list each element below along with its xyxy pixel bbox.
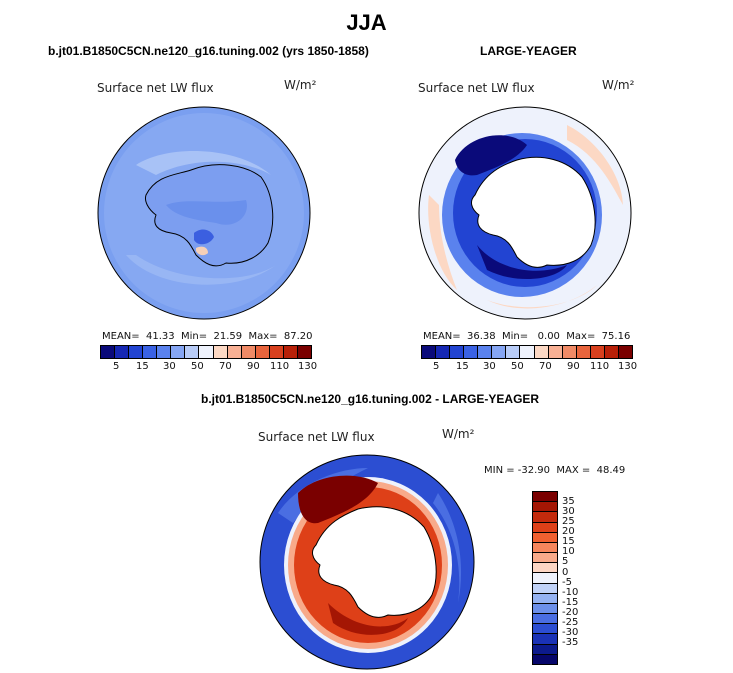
colorbar-swatch [199, 346, 214, 358]
colorbar-swatch [534, 346, 549, 358]
colorbar-swatch [283, 346, 298, 358]
colorbar-swatch [269, 346, 284, 358]
colorbar-swatch [533, 542, 557, 554]
colorbar-obs [421, 345, 633, 359]
colorbar-label: 5 [562, 556, 569, 567]
colorbar-swatch [422, 346, 437, 358]
colorbar-tick: 130 [298, 361, 318, 372]
panel-title-obs: LARGE-YEAGER [480, 44, 577, 58]
colorbar-tick: 70 [219, 361, 232, 372]
colorbar-label: -25 [562, 617, 579, 628]
colorbar-swatch [171, 346, 186, 358]
colorbar-swatch [533, 573, 557, 584]
polar-map-diff [259, 454, 475, 670]
colorbar-swatch [533, 522, 557, 533]
variable-label-model: Surface net LW flux [97, 81, 214, 95]
colorbar-swatch [533, 492, 557, 503]
colorbar-swatch [533, 654, 557, 664]
variable-label-diff: Surface net LW flux [258, 430, 375, 444]
colorbar-tick: 110 [590, 361, 610, 372]
colorbar-swatch [506, 346, 521, 358]
units-label-diff: W/m² [442, 427, 475, 441]
colorbar-swatch [548, 346, 563, 358]
colorbar-swatch [576, 346, 591, 358]
colorbar-diff [532, 491, 558, 665]
colorbar-label: 30 [562, 506, 575, 517]
colorbar-swatch [590, 346, 605, 358]
polar-map-obs [418, 106, 632, 320]
colorbar-tick: 5 [433, 361, 440, 372]
colorbar-swatch [520, 346, 535, 358]
colorbar-swatch [450, 346, 465, 358]
colorbar-label: -35 [562, 637, 579, 648]
colorbar-swatch [618, 346, 632, 358]
units-label-obs: W/m² [602, 78, 635, 92]
colorbar-swatch [533, 644, 557, 655]
colorbar-swatch [255, 346, 270, 358]
colorbar-swatch [533, 563, 557, 574]
colorbar-swatch [157, 346, 172, 358]
colorbar-swatch [533, 553, 557, 564]
season-title: JJA [346, 10, 387, 35]
colorbar-tick: 70 [539, 361, 552, 372]
units-label-model: W/m² [284, 78, 317, 92]
colorbar-swatch [143, 346, 158, 358]
colorbar-tick: 50 [511, 361, 524, 372]
colorbar-label: -15 [562, 597, 579, 608]
colorbar-label: 10 [562, 546, 575, 557]
colorbar-label: -10 [562, 587, 579, 598]
polar-map-model [97, 106, 311, 320]
colorbar-label: 15 [562, 536, 575, 547]
colorbar-swatch [478, 346, 493, 358]
colorbar-swatch [297, 346, 311, 358]
antarctica-coastline-diff [312, 506, 437, 618]
colorbar-swatch [533, 614, 557, 625]
colorbar-swatch [562, 346, 577, 358]
colorbar-tick: 50 [191, 361, 204, 372]
colorbar-swatch [115, 346, 130, 358]
colorbar-label: -20 [562, 607, 579, 618]
colorbar-swatch [436, 346, 451, 358]
colorbar-swatch [533, 593, 557, 604]
colorbar-swatch [129, 346, 144, 358]
colorbar-swatch [227, 346, 242, 358]
colorbar-label: 0 [562, 567, 569, 578]
colorbar-tick: 15 [456, 361, 469, 372]
colorbar-tick: 15 [136, 361, 149, 372]
colorbar-tick: 110 [270, 361, 290, 372]
panel-title-diff: b.jt01.B1850C5CN.ne120_g16.tuning.002 - … [201, 392, 540, 406]
colorbar-tick: 30 [483, 361, 496, 372]
colorbar-swatch [533, 532, 557, 543]
variable-label-obs: Surface net LW flux [418, 81, 535, 95]
colorbar-label: -5 [562, 577, 572, 588]
colorbar-tick: 90 [247, 361, 260, 372]
colorbar-swatch [533, 512, 557, 523]
colorbar-swatch [213, 346, 228, 358]
colorbar-swatch [533, 603, 557, 615]
colorbar-label: 35 [562, 496, 575, 507]
colorbar-swatch [533, 634, 557, 645]
colorbar-tick: 90 [567, 361, 580, 372]
colorbar-tick: 5 [113, 361, 120, 372]
colorbar-label: -30 [562, 627, 579, 638]
colorbar-label: 20 [562, 526, 575, 537]
colorbar-swatch [533, 624, 557, 635]
colorbar-swatch [464, 346, 479, 358]
colorbar-swatch [101, 346, 116, 358]
colorbar-swatch [185, 346, 200, 358]
stats-model: MEAN= 41.33 Min= 21.59 Max= 87.20 [102, 331, 313, 342]
colorbar-swatch [533, 502, 557, 513]
colorbar-swatch [533, 583, 557, 594]
stats-diff: MIN = -32.90 MAX = 48.49 [484, 465, 626, 476]
colorbar-swatch [492, 346, 507, 358]
colorbar-label: 25 [562, 516, 575, 527]
colorbar-swatch [604, 346, 619, 358]
antarctica-coastline-obs [471, 156, 596, 268]
stats-obs: MEAN= 36.38 Min= 0.00 Max= 75.16 [423, 331, 631, 342]
colorbar-model [100, 345, 312, 359]
colorbar-tick: 30 [163, 361, 176, 372]
panel-title-model: b.jt01.B1850C5CN.ne120_g16.tuning.002 (y… [48, 44, 369, 58]
colorbar-swatch [241, 346, 256, 358]
colorbar-tick: 130 [618, 361, 638, 372]
